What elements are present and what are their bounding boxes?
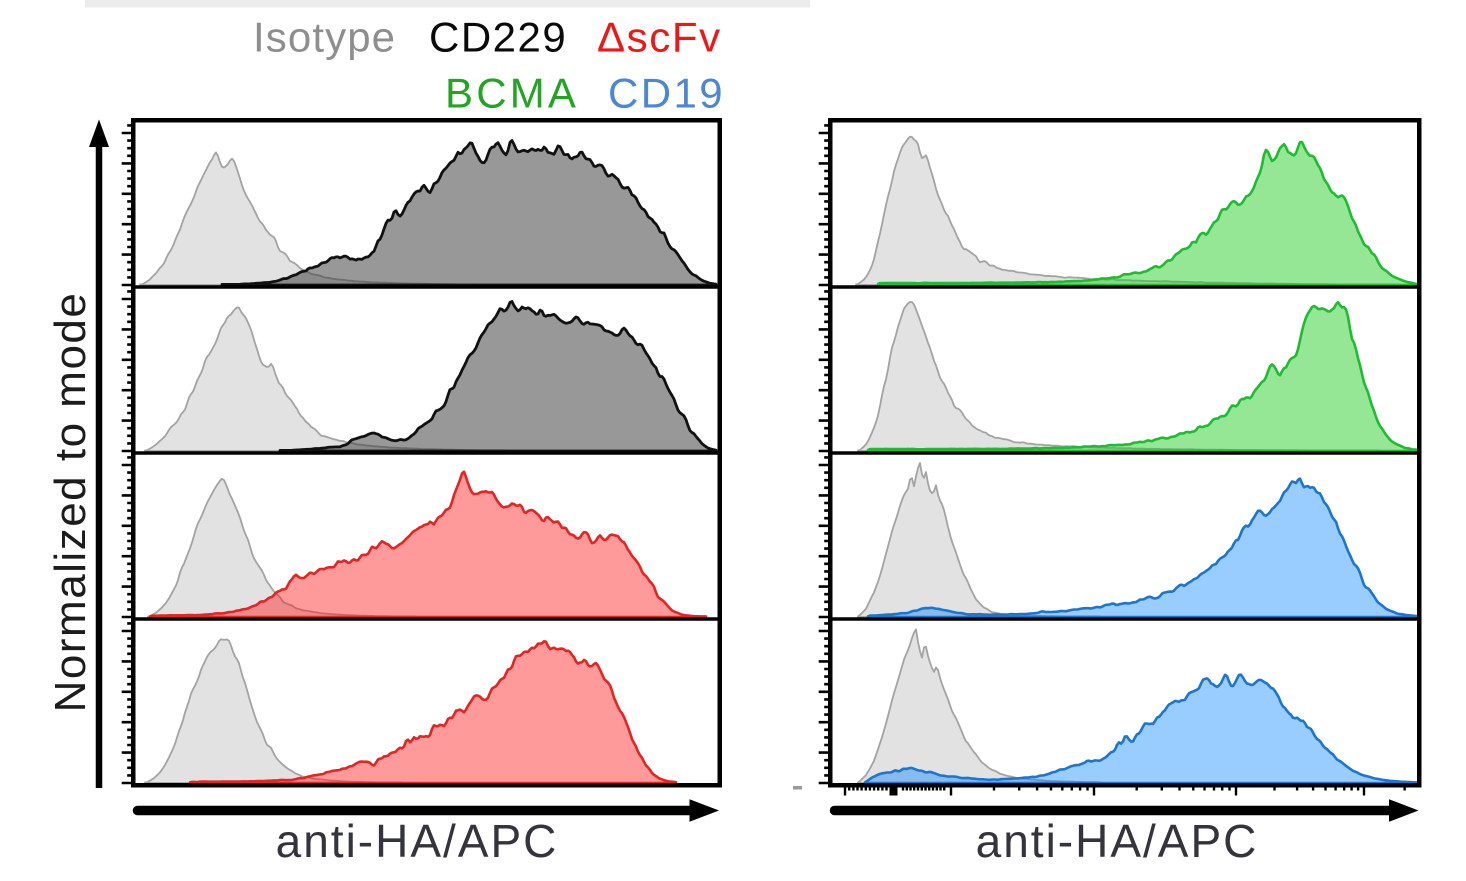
svg-text:ΔscFv: ΔscFv <box>597 14 722 61</box>
svg-text:Normalized to mode: Normalized to mode <box>46 292 95 713</box>
svg-text:BCMA: BCMA <box>445 70 579 117</box>
svg-text:CD229: CD229 <box>429 14 567 61</box>
svg-text:anti-HA/APC: anti-HA/APC <box>276 815 559 867</box>
svg-text:CD19: CD19 <box>608 70 725 117</box>
svg-text:Isotype: Isotype <box>253 14 396 61</box>
svg-text:anti-HA/APC: anti-HA/APC <box>976 815 1259 867</box>
